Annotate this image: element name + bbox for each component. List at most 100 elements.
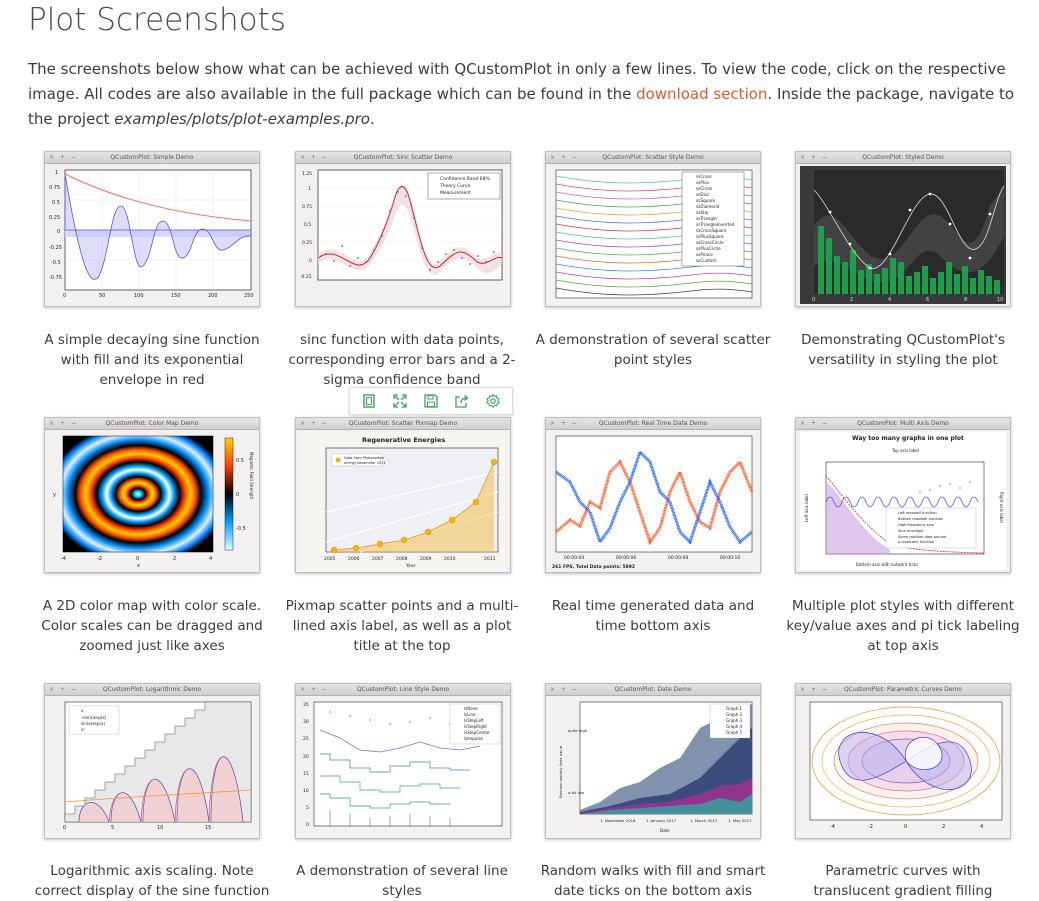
image-toolbar <box>349 387 513 415</box>
screenshot-real-time-data-demo[interactable]: × + − QCustomPlot: Real Time Data Demo 00… <box>545 417 761 573</box>
legend-item: Graph 4 <box>726 724 743 729</box>
legend-item: Graph 1 <box>726 706 743 711</box>
caption-color-map-demo: A 2D color map with color scale. Color s… <box>41 598 263 654</box>
caption-date-demo: Random walks with fill and smart date ti… <box>540 863 766 899</box>
legend-item: ssDiamond <box>696 204 720 209</box>
screenshot-scatter-style-demo[interactable]: × + − QCustomPlot: Scatter Style Demo ssC… <box>545 151 761 307</box>
plot-scatter-pixmap-demo: Regenerative Energies Data from Photovol… <box>300 432 506 570</box>
tick-x: 1. May 2017 <box>728 818 752 823</box>
legend-item: High frequency sine <box>898 523 935 527</box>
window-title: QCustomPlot: Sinc Scatter Demo <box>353 154 453 161</box>
page-title: Plot Screenshots <box>28 2 286 38</box>
plot-scatter-style-demo: ssCross ssPlus ssCircle ssDisc ssSquare … <box>555 169 753 299</box>
tick-y: 0 <box>57 229 60 235</box>
tick-x: 2008 <box>396 556 408 562</box>
share-icon <box>455 395 469 408</box>
caption-line-style-demo: A demonstration of several line styles <box>296 863 508 899</box>
window-title: QCustomPlot: Scatter Pixmap Demo <box>348 420 458 427</box>
window-titlebar: × + − QCustomPlot: Color Map Demo <box>45 418 259 430</box>
window-title: QCustomPlot: Logarithmic Demo <box>102 686 202 693</box>
screenshot-multi-axis-demo[interactable]: × + − QCustomPlot: Multi Axis Demo Way to… <box>795 417 1011 573</box>
legend-item: ssStar <box>696 210 709 215</box>
share-button[interactable] <box>452 391 472 411</box>
tick-x: 1. March 2017 <box>690 818 718 823</box>
copy-icon <box>363 394 376 408</box>
tick-y: -0.75 <box>49 275 62 281</box>
screenshot-sinc-scatter-demo[interactable]: × + − QCustomPlot: Sinc Scatter Demo Conf… <box>295 151 511 307</box>
caption-real-time-data-demo: Real time generated data and time bottom… <box>551 598 755 634</box>
plot-parametric-curves-demo: -4 -2 0 2 4 <box>809 701 1003 830</box>
plot-multi-axis-demo: Way too many graphs in one plot Top axis… <box>800 432 1006 570</box>
legend-item: x² <box>81 727 85 732</box>
save-button[interactable] <box>421 391 441 411</box>
window-titlebar: × + − QCustomPlot: Simple Demo <box>45 152 259 164</box>
screenshot-simple-demo[interactable]: × + − QCustomPlot: Simple Demo 0 50 100 1… <box>44 151 260 307</box>
window-titlebar: × + − QCustomPlot: Sinc Scatter Demo <box>296 152 510 164</box>
tick-y: a bit low <box>568 790 584 795</box>
tick-x: 2 <box>850 297 853 303</box>
legend-item: ssPlusCircle <box>696 246 721 251</box>
screenshot-logarithmic-demo[interactable]: × + − QCustomPlot: Logarithmic Demo x -si… <box>44 683 260 839</box>
tick-x: 2011 <box>484 556 496 562</box>
window-title: QCustomPlot: Multi Axis Demo <box>857 420 949 427</box>
tick-y: 0.5 <box>52 200 60 206</box>
window-title: QCustomPlot: Styled Demo <box>862 154 944 161</box>
tick-x: 4 <box>980 824 983 830</box>
legend-item: lsStepRight <box>464 724 487 729</box>
caption-scatter-style-demo: A demonstration of several scatter point… <box>535 332 771 368</box>
window-title: QCustomPlot: Scatter Style Demo <box>602 154 704 161</box>
tick-x: 0 <box>812 297 815 303</box>
tick-x: 00:00:04 <box>564 555 584 561</box>
tick-y: 0 <box>309 258 312 264</box>
status-text: 261 FPS, Total Data points: 5892 <box>552 564 635 570</box>
download-section-link[interactable]: download section <box>636 85 768 103</box>
screenshot-parametric-curves-demo[interactable]: × + − QCustomPlot: Parametric Curves Demo… <box>795 683 1011 839</box>
fullscreen-button[interactable] <box>390 391 410 411</box>
legend-item: ssPlusSquare <box>696 234 724 239</box>
x-axis-label: Year <box>405 563 416 569</box>
screenshot-scatter-pixmap-demo[interactable]: × + − QCustomPlot: Scatter Pixmap Demo Re… <box>295 417 511 573</box>
legend-item: ssCrossCircle <box>696 240 724 245</box>
tick-y: 0.5 <box>304 222 311 228</box>
legend-item: ssDisc <box>696 192 710 197</box>
tick-x: 2009 <box>420 556 432 562</box>
screenshot-color-map-demo[interactable]: × + − QCustomPlot: Color Map Demo -4 -2 0… <box>44 417 260 573</box>
tick-y: 10 <box>303 788 309 794</box>
caption-scatter-pixmap-demo: Pixmap scatter points and a multi-lined … <box>285 598 519 654</box>
tick-y: 1 <box>55 170 58 176</box>
project-path: examples/plots/plot-examples.pro <box>114 110 370 128</box>
tick-y: 15 <box>303 771 309 777</box>
legend-item: Graph 5 <box>726 730 743 735</box>
intro-text: The screenshots below show what can be a… <box>28 60 1006 103</box>
legend-item: lsStepCenter <box>464 730 490 735</box>
tick-x: 4 <box>209 556 212 562</box>
window-titlebar: × + − QCustomPlot: Line Style Demo <box>296 684 510 696</box>
tick-x: 5 <box>111 825 114 831</box>
tick-y: 35 <box>303 702 309 708</box>
tick-y: quite high <box>568 728 588 733</box>
legend-item: ssPeace <box>696 252 713 257</box>
x-axis-label: x <box>137 563 140 569</box>
plot-color-map-demo: -4 -2 0 2 4 x y 0.5 0 -0.5 Magnetic Fiel… <box>53 435 254 569</box>
legend-item: x <box>81 708 84 713</box>
screenshot-line-style-demo[interactable]: × + − QCustomPlot: Line Style Demo lsNone… <box>295 683 511 839</box>
legend-item: lsNone <box>464 706 478 711</box>
scale-tick: 0 <box>236 492 239 498</box>
screenshot-styled-demo[interactable]: × + − QCustomPlot: Styled Demo 0 2 4 6 8 … <box>795 151 1011 307</box>
legend-item: Sine envelope <box>898 529 924 533</box>
screenshot-date-demo[interactable]: × + − QCustomPlot: Date Demo Graph 1 Grap… <box>545 683 761 839</box>
tick-y: 0.75 <box>49 185 60 191</box>
legend-item: ssCircle <box>696 186 713 191</box>
tick-x: 6 <box>926 297 929 303</box>
settings-button[interactable] <box>483 391 503 411</box>
legend-item: ssCustom <box>696 258 716 263</box>
legend-item: Graph 2 <box>726 712 743 717</box>
tick-x: 100 <box>134 293 144 299</box>
plot-sinc-scatter-demo: Confidence Band 68% Theory Curve Measure… <box>300 169 503 281</box>
plot-line-style-demo: lsNone lsLine lsStepLeft lsStepRight lsS… <box>303 701 503 828</box>
fullscreen-icon <box>393 394 407 408</box>
tick-x: -4 <box>61 556 66 562</box>
copy-button[interactable] <box>359 391 379 411</box>
window-titlebar: × + − QCustomPlot: Parametric Curves Demo <box>796 684 1010 696</box>
legend-item: ssCross <box>696 174 712 179</box>
